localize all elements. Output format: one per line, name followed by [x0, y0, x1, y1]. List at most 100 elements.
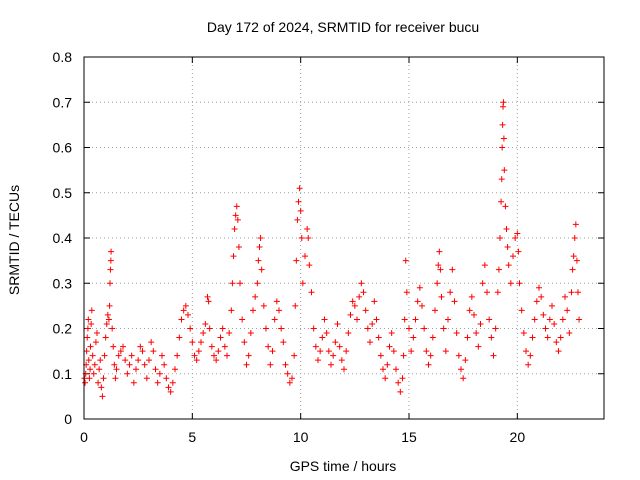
- data-point: [429, 334, 436, 341]
- data-point: [276, 307, 282, 314]
- data-point: [85, 316, 92, 323]
- data-point: [310, 325, 317, 332]
- data-point: [115, 352, 122, 359]
- data-point: [84, 325, 91, 332]
- data-point: [148, 339, 155, 346]
- data-point: [95, 379, 102, 386]
- data-point: [234, 216, 241, 223]
- y-tick-label: 0: [64, 411, 72, 427]
- data-point: [453, 330, 460, 337]
- data-points: [81, 99, 583, 400]
- data-point: [498, 198, 505, 205]
- data-point: [88, 307, 95, 314]
- data-point: [231, 225, 238, 232]
- data-point: [551, 320, 558, 327]
- data-point: [176, 334, 183, 341]
- x-axis-label: GPS time / hours: [290, 458, 397, 474]
- data-point: [442, 348, 449, 355]
- data-point: [205, 298, 212, 305]
- data-point: [523, 348, 529, 355]
- data-point: [460, 375, 467, 382]
- data-point: [427, 352, 434, 359]
- data-point: [486, 316, 493, 323]
- x-tick-label: 20: [510, 429, 526, 445]
- data-point: [520, 330, 527, 337]
- data-point: [458, 366, 464, 373]
- chart-title: Day 172 of 2024, SRMTID for receiver buc…: [207, 19, 479, 35]
- data-point: [271, 316, 278, 323]
- data-point: [500, 135, 507, 142]
- data-point: [436, 248, 443, 255]
- data-point: [575, 289, 581, 296]
- data-point: [570, 253, 577, 260]
- data-point: [241, 339, 248, 346]
- data-point: [432, 307, 438, 314]
- data-point: [499, 144, 506, 151]
- data-point: [269, 348, 276, 355]
- data-point: [319, 334, 326, 341]
- data-point: [97, 357, 104, 364]
- data-point: [198, 339, 204, 346]
- x-tick-label: 10: [293, 429, 309, 445]
- data-point: [354, 316, 360, 323]
- data-point: [546, 316, 553, 323]
- data-point: [267, 361, 274, 368]
- data-point: [150, 348, 157, 355]
- data-point: [490, 352, 497, 359]
- data-point: [553, 339, 560, 346]
- x-tick-label: 5: [188, 429, 196, 445]
- y-tick-label: 0.8: [53, 49, 73, 65]
- data-point: [156, 370, 163, 377]
- data-point: [108, 248, 115, 255]
- data-point: [343, 348, 350, 355]
- data-point: [245, 352, 252, 359]
- data-point: [152, 366, 159, 373]
- data-point: [163, 375, 170, 382]
- data-point: [263, 325, 269, 332]
- data-point: [208, 343, 215, 350]
- data-point: [265, 343, 272, 350]
- data-point: [349, 298, 356, 305]
- data-point: [247, 330, 254, 337]
- data-point: [504, 244, 511, 251]
- data-point: [492, 325, 499, 332]
- data-point: [200, 330, 207, 337]
- data-point: [88, 320, 95, 327]
- data-point: [219, 325, 226, 332]
- data-point: [455, 352, 462, 359]
- data-point: [332, 339, 339, 346]
- data-point: [447, 289, 454, 296]
- data-point: [323, 330, 330, 337]
- data-point: [533, 298, 540, 305]
- data-point: [507, 280, 514, 287]
- data-point: [473, 330, 480, 337]
- data-point: [224, 352, 230, 359]
- data-point: [167, 388, 174, 395]
- data-point: [393, 366, 399, 373]
- x-tick-label: 15: [401, 429, 417, 445]
- data-point: [110, 343, 117, 350]
- data-point: [549, 302, 555, 309]
- data-point: [278, 325, 285, 332]
- data-point: [82, 379, 89, 386]
- data-point: [516, 280, 523, 287]
- data-point: [243, 361, 250, 368]
- data-point: [435, 262, 442, 269]
- data-point: [495, 266, 502, 273]
- data-point: [215, 348, 222, 355]
- data-point: [557, 334, 564, 341]
- data-point: [117, 348, 124, 355]
- data-point: [106, 302, 113, 309]
- data-point: [328, 361, 334, 368]
- data-point: [356, 293, 363, 300]
- data-point: [421, 325, 428, 332]
- data-point: [172, 366, 178, 373]
- data-point: [451, 298, 458, 305]
- y-tick-label: 0.5: [53, 185, 73, 201]
- data-point: [213, 357, 220, 364]
- data-point: [107, 280, 113, 287]
- data-point: [161, 361, 168, 368]
- data-point: [260, 302, 267, 309]
